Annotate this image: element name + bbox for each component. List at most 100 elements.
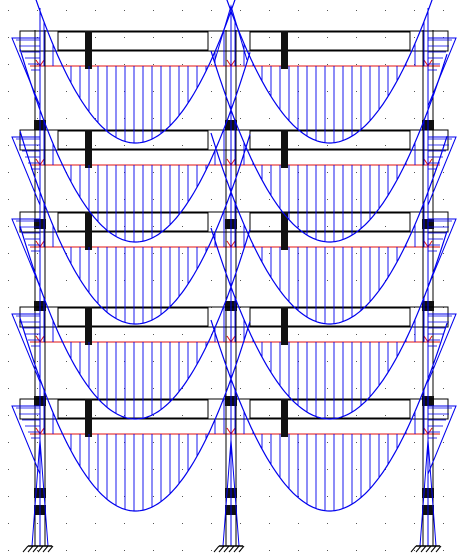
grid-dot [37,388,38,389]
grid-dot [95,469,96,470]
grid-dot [414,199,415,200]
grid-dot [95,415,96,416]
grid-dot [66,10,67,11]
grid-dot [211,415,212,416]
grid-dot [269,118,270,119]
grid-dot [211,523,212,524]
grid-dot [153,64,154,65]
grid-dot [8,37,9,38]
support-hatch-line [218,545,225,553]
grid-dot [240,361,241,362]
moment-curve [210,132,448,325]
grid-dot [356,226,357,227]
grid-dot [240,172,241,173]
grid-dot [356,442,357,443]
grid-dot [124,280,125,281]
grid-dot [66,280,67,281]
grid-dot [443,550,444,551]
grid-dot [153,280,154,281]
grid-dot [385,118,386,119]
grid-dot [414,361,415,362]
beam-outline [19,129,449,151]
grid-dot [240,334,241,335]
beam-stiffener [281,31,288,69]
grid-dot [269,172,270,173]
grid-dot [240,253,241,254]
grid-dot [8,442,9,443]
beam-segment [57,31,209,51]
grid-dot [385,226,386,227]
grid-dot [298,145,299,146]
grid-dot [153,361,154,362]
grid-dot [269,550,270,551]
grid-dot [298,496,299,497]
grid-dot [356,280,357,281]
grid-dot [8,523,9,524]
grid-dot [240,469,241,470]
grid-dot [153,334,154,335]
grid-dot [443,388,444,389]
beam-stiffener [281,399,288,437]
grid-dot [211,442,212,443]
grid-dot [153,496,154,497]
grid-dot [211,469,212,470]
grid-dot [327,469,328,470]
grid-dot [95,550,96,551]
support-hatch-line [37,545,44,553]
grid-dot [95,253,96,254]
grid-dot [95,172,96,173]
grid-dot [443,496,444,497]
grid-dot [37,91,38,92]
grid-dot [182,253,183,254]
grid-dot [182,118,183,119]
grid-dot [240,226,241,227]
grid-dot [37,361,38,362]
grid-dot [182,145,183,146]
grid-dot [385,496,386,497]
grid-dot [414,523,415,524]
grid-dot [182,334,183,335]
grid-dot [269,226,270,227]
grid-dot [153,388,154,389]
grid-dot [240,118,241,119]
grid-dot [443,253,444,254]
grid-dot [240,523,241,524]
support-hatch-line [410,545,417,553]
grid-dot [327,64,328,65]
moment-curve [210,50,448,243]
grid-dot [182,523,183,524]
grid-dot [269,145,270,146]
grid-dot [211,199,212,200]
grid-dot [269,361,270,362]
grid-dot [269,334,270,335]
grid-dot [153,415,154,416]
grid-dot [66,496,67,497]
grid-dot [153,118,154,119]
grid-dot [211,280,212,281]
grid-dot [182,550,183,551]
grid-dot [153,442,154,443]
grid-dot [66,361,67,362]
grid-dot [356,37,357,38]
grid-dot [8,10,9,11]
grid-dot [153,523,154,524]
grid-dot [414,64,415,65]
grid-dot [414,91,415,92]
grid-dot [37,334,38,335]
grid-dot [66,64,67,65]
grid-dot [385,145,386,146]
grid-dot [66,91,67,92]
grid-dot [269,199,270,200]
grid-dot [298,388,299,389]
grid-dot [240,388,241,389]
grid-dot [240,496,241,497]
grid-dot [124,550,125,551]
grid-dot [356,199,357,200]
beam-segment [57,212,209,232]
grid-dot [95,145,96,146]
grid-dot [240,10,241,11]
grid-dot [269,91,270,92]
grid-dot [211,10,212,11]
beam-stiffener [85,130,92,168]
